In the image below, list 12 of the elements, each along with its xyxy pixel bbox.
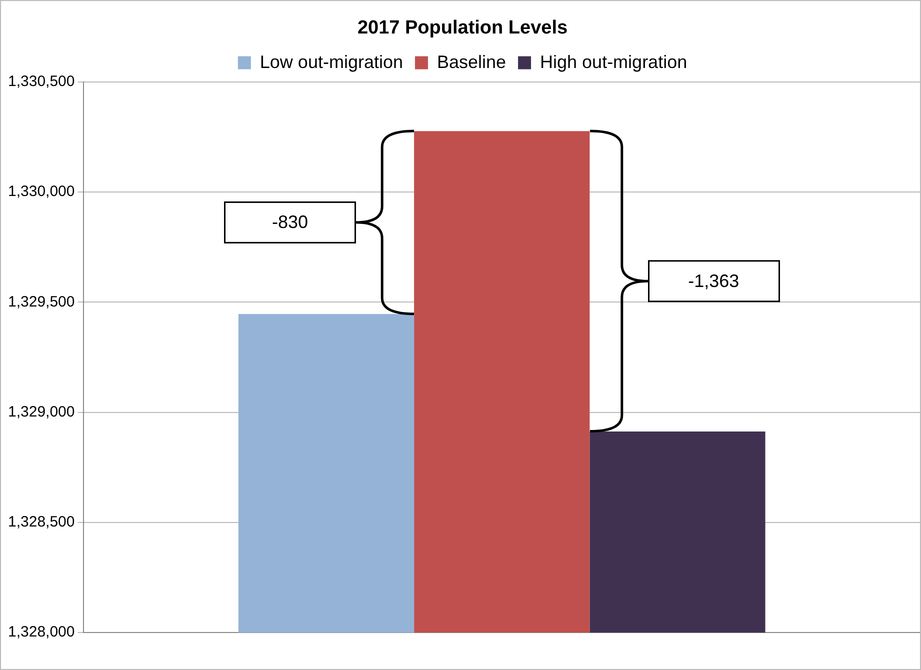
y-tick-label: 1,329,000	[8, 403, 75, 420]
legend-label: Low out-migration	[260, 52, 403, 72]
annotation: -830	[224, 202, 356, 244]
legend-label: High out-migration	[540, 52, 688, 72]
y-tick-label: 1,330,000	[8, 183, 75, 200]
y-tick-label: 1,330,500	[8, 72, 75, 90]
annotation: -1,363	[648, 260, 780, 302]
y-tick-label: 1,329,500	[8, 293, 75, 310]
y-tick-label: 1,328,500	[8, 514, 75, 531]
y-tick-label: 1,328,000	[8, 624, 75, 641]
chart-title: 2017 Population Levels	[357, 18, 568, 39]
legend-label: Baseline	[436, 52, 506, 72]
